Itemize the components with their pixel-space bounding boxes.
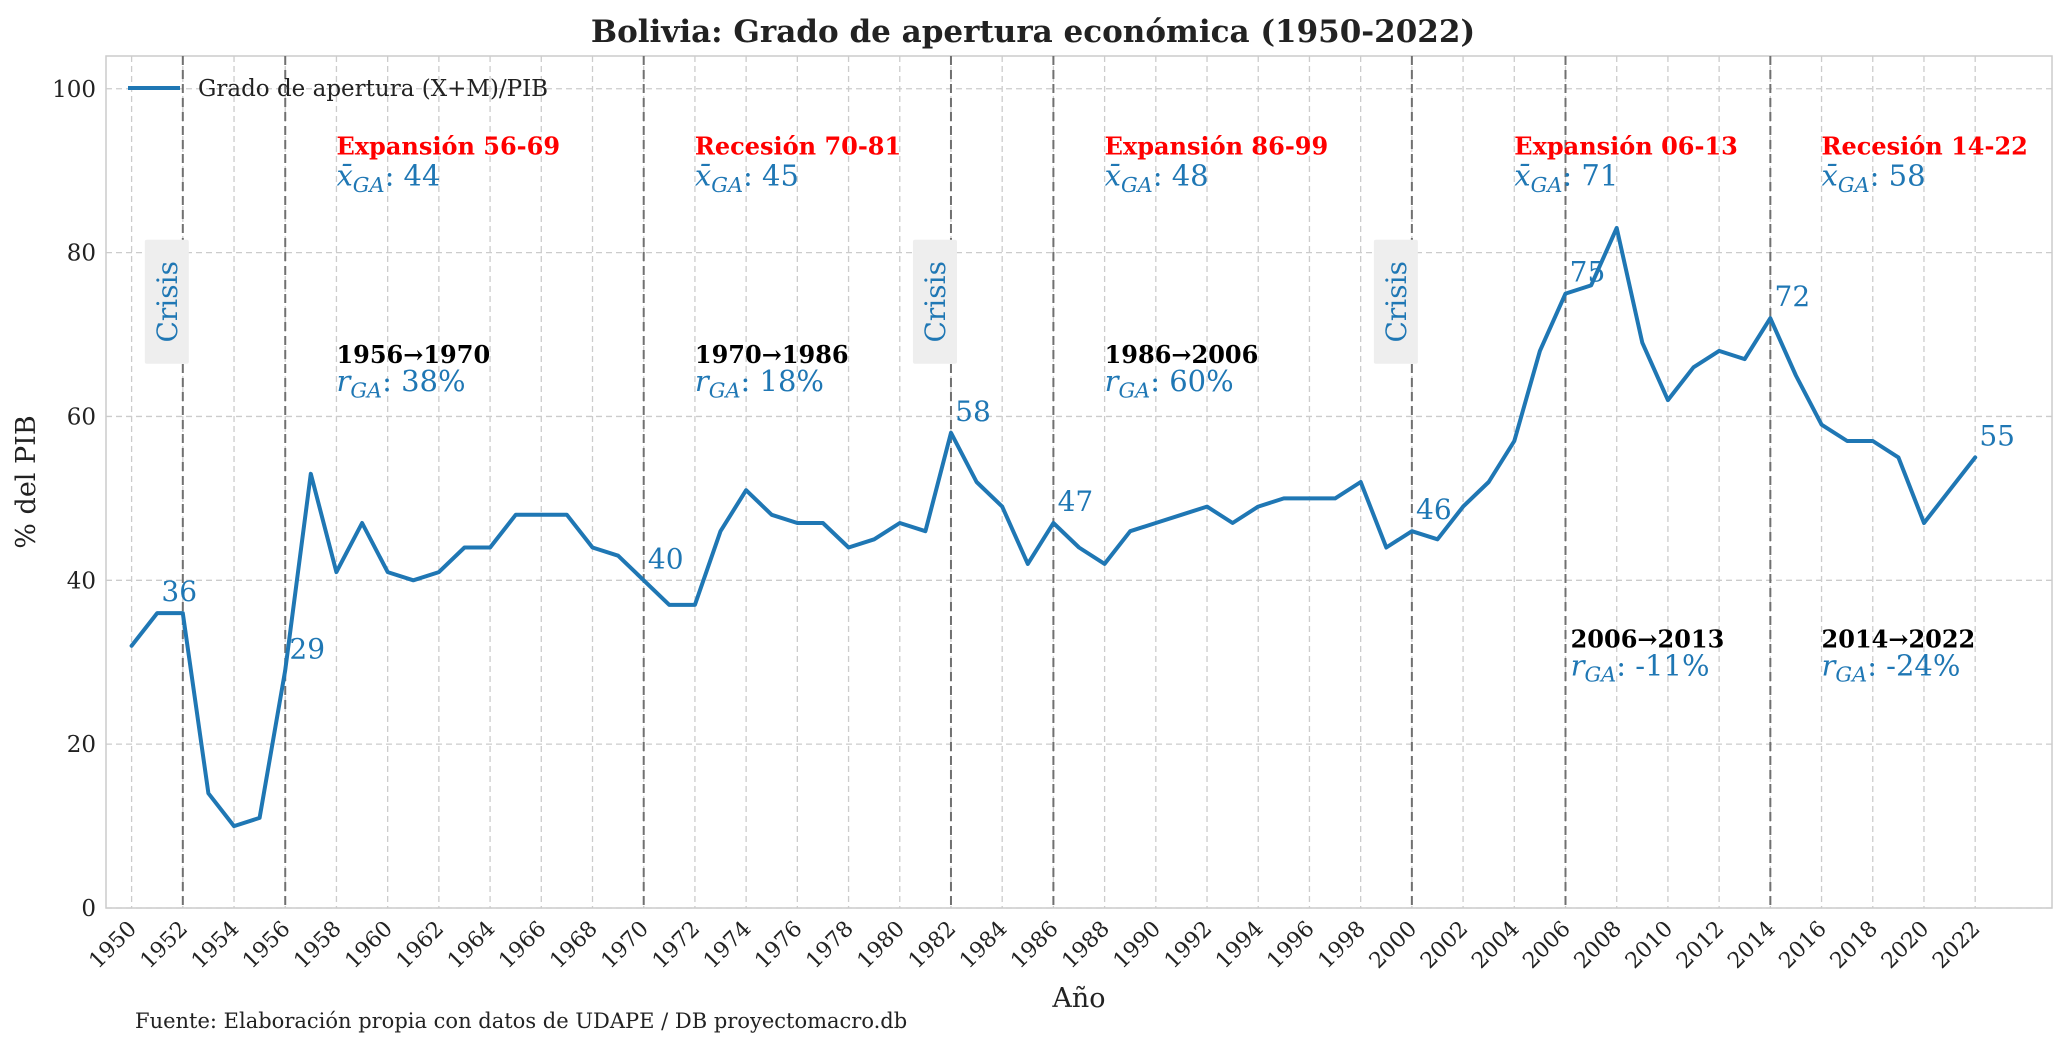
growth-rate-label: rGA: -11% [1571,648,1710,686]
x-tick-label: 1966 [494,917,551,974]
x-tick-label: 1958 [289,917,346,974]
growth-span-label: 2006→2013 [1571,624,1725,653]
x-axis-label: Año [1051,983,1105,1014]
x-tick-label: 1996 [1262,917,1319,974]
y-tick-label: 60 [67,404,96,430]
period-mean-label: x̄GA: 58 [1822,158,1926,196]
chart-title: Bolivia: Grado de apertura económica (19… [591,14,1475,50]
y-axis-label: % del PIB [11,415,42,548]
growth-rate-label: rGA: 38% [336,364,465,402]
point-value-label: 29 [289,632,325,665]
growth-span-label: 1956→1970 [336,340,490,369]
crisis-label-box [912,239,957,364]
x-tick-label: 1990 [1109,917,1166,974]
x-tick-label: 2020 [1877,917,1934,974]
x-tick-label: 2012 [1672,917,1729,974]
crisis-label-box [144,239,189,364]
x-tick-label: 1978 [802,917,859,974]
point-value-label: 36 [161,575,197,608]
growth-span-label: 2014→2022 [1822,624,1976,653]
crisis-label: Crisis [1380,261,1413,342]
y-tick-label: 0 [81,896,96,922]
crisis-label: Crisis [151,261,184,342]
x-tick-label: 1972 [648,917,705,974]
x-tick-label: 2000 [1365,917,1422,974]
source-note: Fuente: Elaboración propia con datos de … [135,1009,907,1033]
period-mean-label: x̄GA: 45 [695,158,799,196]
x-tick-label: 2008 [1570,917,1627,974]
x-tick-label: 1998 [1314,917,1371,974]
period-title-label: Expansión 86-99 [1105,131,1329,160]
crisis-label: Crisis [919,261,952,342]
period-mean-label: x̄GA: 44 [336,158,440,196]
series-line [129,226,1978,829]
x-tick-label: 2016 [1775,917,1832,974]
x-tick-label: 1982 [904,917,961,974]
y-tick-label: 40 [67,568,96,594]
growth-rate-label: rGA: 18% [695,364,824,402]
period-title-label: Expansión 06-13 [1514,131,1738,160]
x-tick-label: 2002 [1416,917,1473,974]
x-tick-label: 2014 [1723,917,1780,974]
growth-span-label: 1986→2006 [1105,340,1259,369]
period-title-label: Recesión 14-22 [1822,131,2028,160]
plot-area [105,55,2053,909]
x-tick-label: 1952 [136,917,193,974]
y-tick-label: 100 [52,77,96,103]
x-tick-label: 1994 [1211,917,1268,974]
x-tick-label: 1956 [238,917,295,974]
x-tick-label: 2006 [1518,917,1575,974]
y-tick-label: 20 [67,732,96,758]
point-value-label: 58 [955,395,991,428]
point-value-label: 47 [1058,485,1094,518]
period-mean-label: x̄GA: 71 [1514,158,1618,196]
x-tick-label: 1988 [1058,917,1115,974]
x-tick-label: 1960 [341,917,398,974]
y-tick-label: 80 [67,241,96,267]
x-tick-label: 1986 [1006,917,1063,974]
x-tick-label: 1984 [955,917,1012,974]
annotations: 36 29 40 58 47 46 75 72 55 Crisis Crisis Crisis Expa… [144,131,2028,687]
point-value-label: 72 [1775,280,1811,313]
x-tick-label: 1970 [597,917,654,974]
period-title-label: Recesión 70-81 [695,131,901,160]
point-value-label: 55 [1979,419,2015,452]
growth-rate-label: rGA: 60% [1105,364,1234,402]
x-tick-label: 2010 [1621,917,1678,974]
point-value-label: 75 [1570,256,1606,289]
period-mean-label: x̄GA: 48 [1105,158,1209,196]
x-tick-label: 1992 [1160,917,1217,974]
legend: Grado de apertura (X+M)/PIB [128,76,548,102]
legend-label: Grado de apertura (X+M)/PIB [198,76,548,102]
x-tick-label: 1964 [443,917,500,974]
x-tick-label: 1954 [187,917,244,974]
x-tick-label: 1950 [85,917,142,974]
x-tick-label: 2004 [1467,917,1524,974]
x-tick-label: 1962 [392,917,449,974]
x-tick-label: 2022 [1928,917,1985,974]
vertical-reference-lines [181,56,1772,908]
crisis-label-box [1373,239,1418,364]
point-value-label: 46 [1416,493,1452,526]
x-tick-label: 1980 [853,917,910,974]
point-value-label: 40 [648,542,684,575]
x-tick-label: 1976 [750,917,807,974]
x-tick-label: 1974 [699,917,756,974]
period-title-label: Expansión 56-69 [336,131,560,160]
growth-span-label: 1970→1986 [695,340,849,369]
x-tick-label: 1968 [545,917,602,974]
growth-rate-label: rGA: -24% [1822,648,1961,686]
x-tick-label: 2018 [1826,917,1883,974]
